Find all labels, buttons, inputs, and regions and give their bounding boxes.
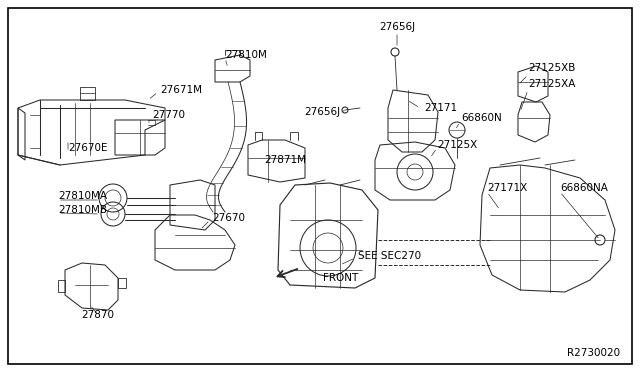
- Text: 66860NA: 66860NA: [560, 183, 608, 193]
- Text: 27171X: 27171X: [487, 183, 527, 193]
- Text: R2730020: R2730020: [567, 348, 620, 358]
- Text: 27670E: 27670E: [68, 143, 108, 153]
- Text: 27125X: 27125X: [437, 140, 477, 150]
- Text: 27125XB: 27125XB: [528, 63, 575, 73]
- Text: 27810MA: 27810MA: [58, 191, 107, 201]
- Text: 27125XA: 27125XA: [528, 79, 575, 89]
- Text: FRONT: FRONT: [323, 273, 358, 283]
- Text: SEE SEC270: SEE SEC270: [358, 251, 421, 261]
- Text: 27656J: 27656J: [304, 107, 340, 117]
- Text: 27770: 27770: [152, 110, 185, 120]
- Text: 66860N: 66860N: [461, 113, 502, 123]
- Text: 27670: 27670: [212, 213, 245, 223]
- Text: 27671M: 27671M: [160, 85, 202, 95]
- Text: 27810M: 27810M: [225, 50, 267, 60]
- Text: 27871M: 27871M: [264, 155, 306, 165]
- Text: 27870: 27870: [81, 310, 115, 320]
- Text: 27171: 27171: [424, 103, 457, 113]
- Text: 27656J: 27656J: [379, 22, 415, 32]
- Text: 27810MB: 27810MB: [58, 205, 107, 215]
